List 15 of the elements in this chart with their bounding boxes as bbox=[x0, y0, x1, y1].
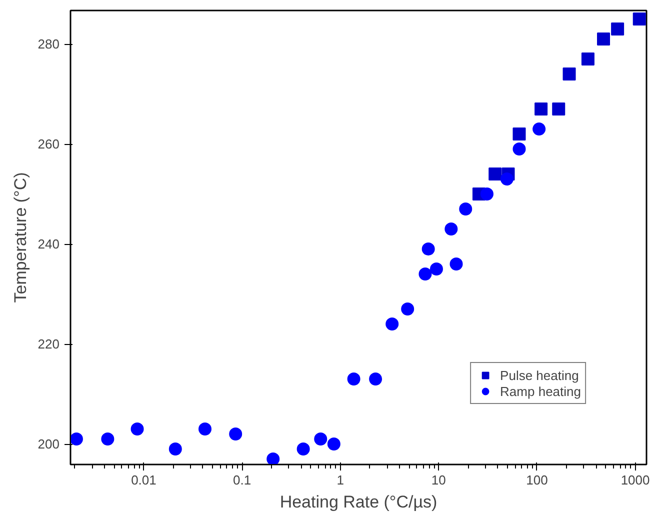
x-tick-label: 0.01 bbox=[131, 472, 156, 488]
legend-label: Ramp heating bbox=[500, 383, 581, 399]
x-tick-label: 0.1 bbox=[233, 472, 252, 488]
y-tick-label: 260 bbox=[38, 136, 60, 152]
y-tick-label: 240 bbox=[38, 236, 60, 252]
y-tick-label: 200 bbox=[38, 436, 60, 452]
x-tick-label: 100 bbox=[526, 472, 548, 488]
y-axis-title: Temperature (°C) bbox=[10, 172, 30, 303]
x-tick-label: 1000 bbox=[620, 472, 650, 488]
x-tick-label: 10 bbox=[431, 472, 446, 488]
x-tick-label: 1 bbox=[336, 472, 344, 488]
legend-label: Pulse heating bbox=[500, 367, 579, 383]
x-axis-title: Heating Rate (°C/µs) bbox=[280, 492, 438, 512]
y-tick-label: 220 bbox=[38, 336, 60, 352]
y-tick-label: 280 bbox=[38, 36, 60, 52]
